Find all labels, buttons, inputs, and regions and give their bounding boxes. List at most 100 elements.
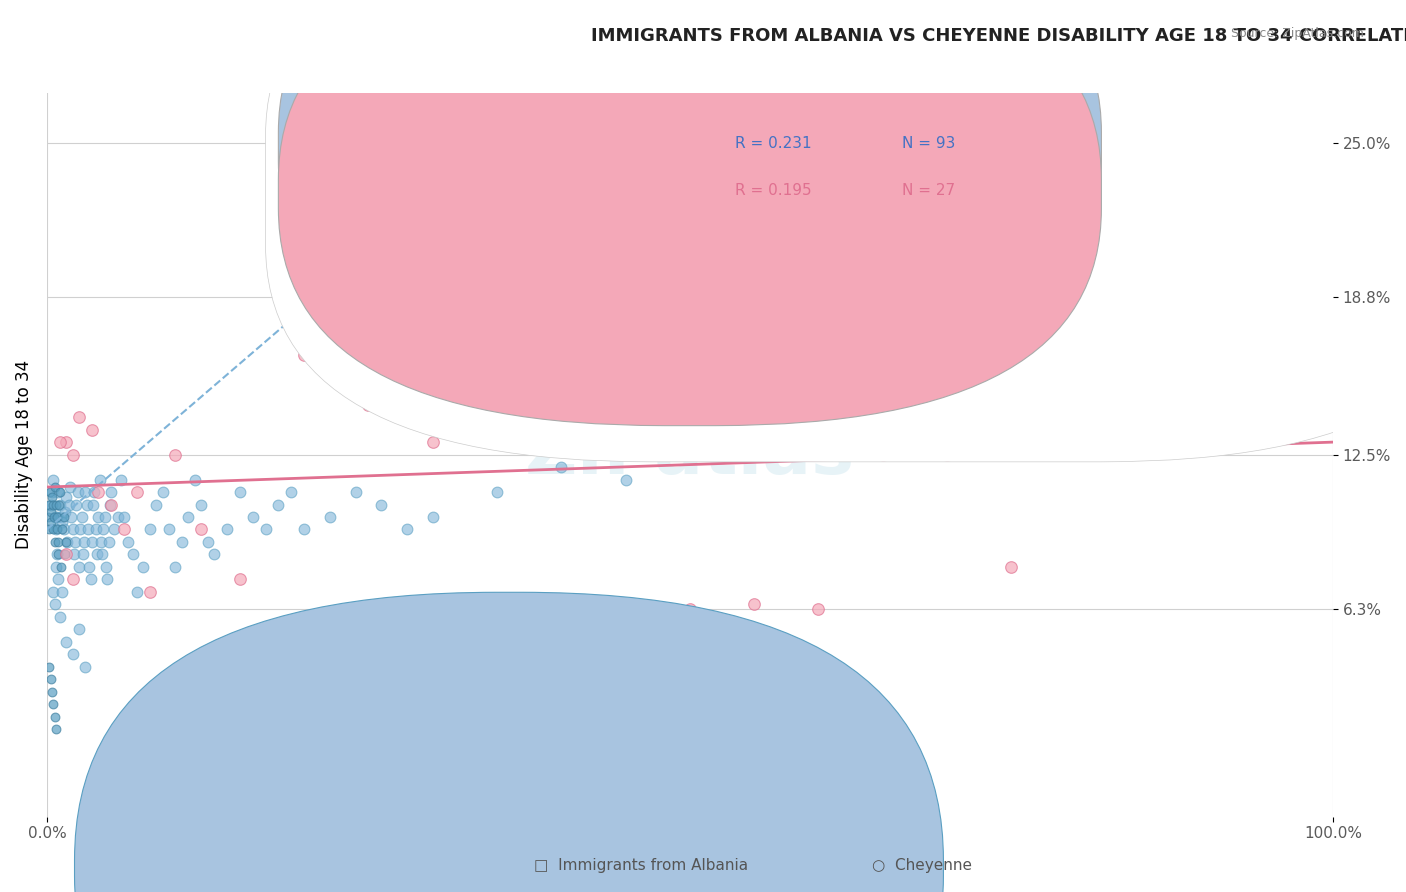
Point [55, 548, 77, 562]
Text: N = 27: N = 27 [903, 183, 955, 198]
Point [122, 548, 145, 562]
Point [132, 560, 155, 574]
Point [254, 523, 277, 537]
Point [46, 510, 69, 524]
Point [44, 710, 66, 724]
Point [51, 515, 73, 529]
Point [112, 523, 135, 537]
FancyBboxPatch shape [266, 0, 1406, 462]
Point [872, 448, 894, 462]
FancyBboxPatch shape [278, 0, 1101, 425]
Point [52, 510, 75, 524]
Text: R = 0.231: R = 0.231 [735, 136, 811, 151]
Point [48, 435, 70, 450]
Point [55, 635, 77, 649]
Point [62, 523, 84, 537]
Point [370, 498, 392, 512]
Point [100, 498, 122, 512]
Point [67, 410, 90, 425]
Point [67, 623, 90, 637]
Point [44, 535, 66, 549]
Point [55, 490, 77, 504]
Y-axis label: Disability Age 18 to 34: Disability Age 18 to 34 [15, 360, 32, 549]
Point [79, 573, 101, 587]
Point [357, 398, 380, 412]
Point [145, 498, 167, 512]
Point [152, 485, 174, 500]
Point [215, 523, 238, 537]
Point [38, 498, 60, 512]
Point [87, 485, 110, 500]
Point [267, 198, 290, 212]
Text: R = 0.195: R = 0.195 [735, 183, 811, 198]
Text: N = 93: N = 93 [903, 136, 956, 151]
Point [83, 485, 105, 500]
Point [41, 498, 63, 512]
Point [292, 523, 315, 537]
Point [62, 448, 84, 462]
Point [42, 523, 65, 537]
Point [63, 548, 86, 562]
Point [39, 498, 62, 512]
Point [80, 423, 103, 437]
Point [100, 485, 122, 500]
Point [422, 510, 444, 524]
Point [229, 573, 252, 587]
Point [37, 510, 59, 524]
Point [55, 535, 77, 549]
Point [382, 211, 405, 225]
Point [107, 510, 129, 524]
Point [75, 485, 97, 500]
Point [41, 485, 63, 500]
Point [44, 480, 66, 494]
Point [66, 485, 89, 500]
Point [550, 423, 572, 437]
Point [48, 610, 70, 624]
Point [48, 498, 70, 512]
Point [89, 473, 111, 487]
Point [70, 510, 93, 524]
Point [75, 660, 97, 674]
Point [91, 548, 114, 562]
Point [38, 660, 60, 674]
Point [125, 585, 148, 599]
Point [139, 585, 162, 599]
Point [177, 510, 200, 524]
Point [79, 560, 101, 574]
Point [51, 523, 73, 537]
Point [202, 548, 225, 562]
Point [59, 480, 82, 494]
Point [280, 485, 302, 500]
Point [48, 485, 70, 500]
Text: □  Immigrants from Albania: □ Immigrants from Albania [534, 858, 748, 872]
Point [45, 560, 67, 574]
Point [53, 505, 76, 519]
Point [485, 410, 508, 425]
Point [170, 535, 193, 549]
Point [742, 598, 765, 612]
Point [242, 510, 264, 524]
Point [45, 523, 67, 537]
Point [550, 460, 572, 475]
Point [53, 548, 76, 562]
Point [96, 573, 118, 587]
Point [73, 535, 96, 549]
Point [485, 485, 508, 500]
Point [93, 523, 115, 537]
Point [117, 535, 139, 549]
Point [87, 510, 110, 524]
Point [60, 510, 83, 524]
Point [67, 560, 90, 574]
Point [58, 498, 80, 512]
Point [55, 435, 77, 450]
Point [45, 723, 67, 737]
Point [94, 510, 117, 524]
Point [139, 523, 162, 537]
Point [679, 602, 702, 616]
Point [44, 598, 66, 612]
Point [936, 448, 959, 462]
Point [292, 348, 315, 362]
Point [614, 473, 637, 487]
Point [84, 523, 107, 537]
Point [229, 485, 252, 500]
